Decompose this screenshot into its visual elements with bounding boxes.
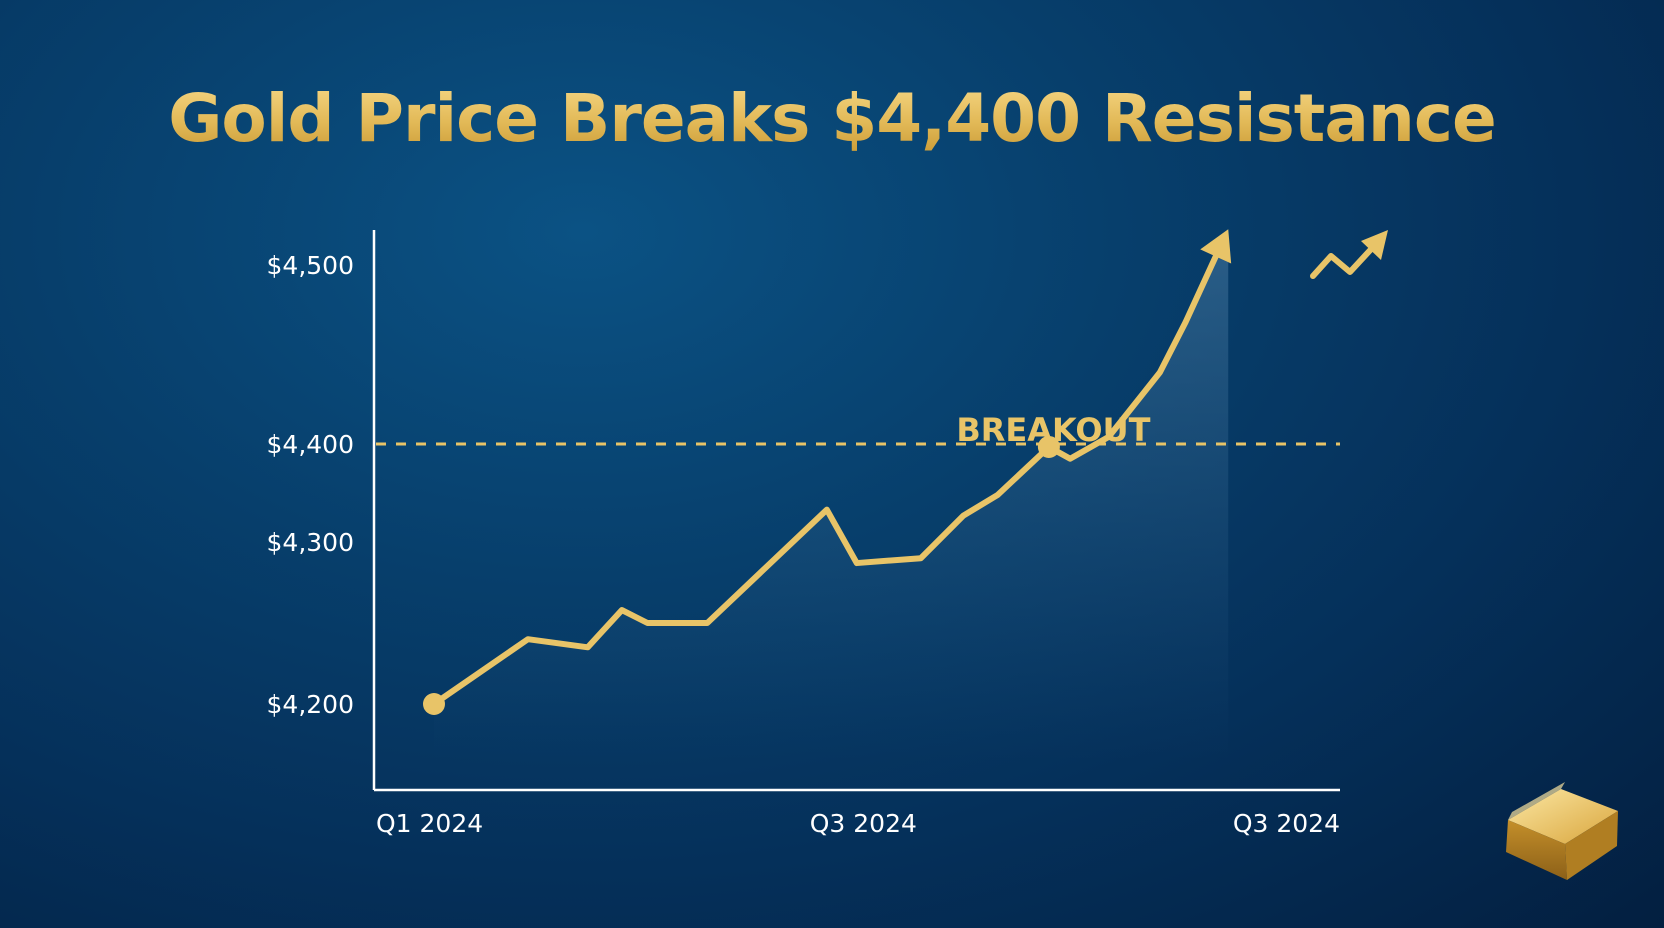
y-tick-label: $4,400	[267, 430, 354, 459]
chart-title: Gold Price Breaks $4,400 Resistance	[0, 80, 1664, 157]
breakout-annotation: BREAKOUT	[956, 411, 1150, 449]
x-tick-label: Q1 2024	[376, 809, 483, 838]
gold-bar-icon	[1506, 782, 1618, 880]
series-arrowhead	[1200, 229, 1232, 264]
x-tick-label: Q3 2024	[810, 809, 917, 838]
data-point-marker	[1037, 435, 1060, 458]
y-tick-label: $4,500	[267, 251, 354, 280]
data-point-marker	[423, 693, 445, 715]
y-tick-label: $4,200	[267, 690, 354, 719]
series-line	[431, 249, 1221, 707]
zigzag-up-arrow-icon	[1310, 230, 1388, 279]
axes	[372, 230, 1340, 792]
price-area-fill	[434, 229, 1229, 760]
y-tick-label: $4,300	[267, 528, 354, 557]
x-tick-label: Q3 2024	[1233, 809, 1340, 838]
